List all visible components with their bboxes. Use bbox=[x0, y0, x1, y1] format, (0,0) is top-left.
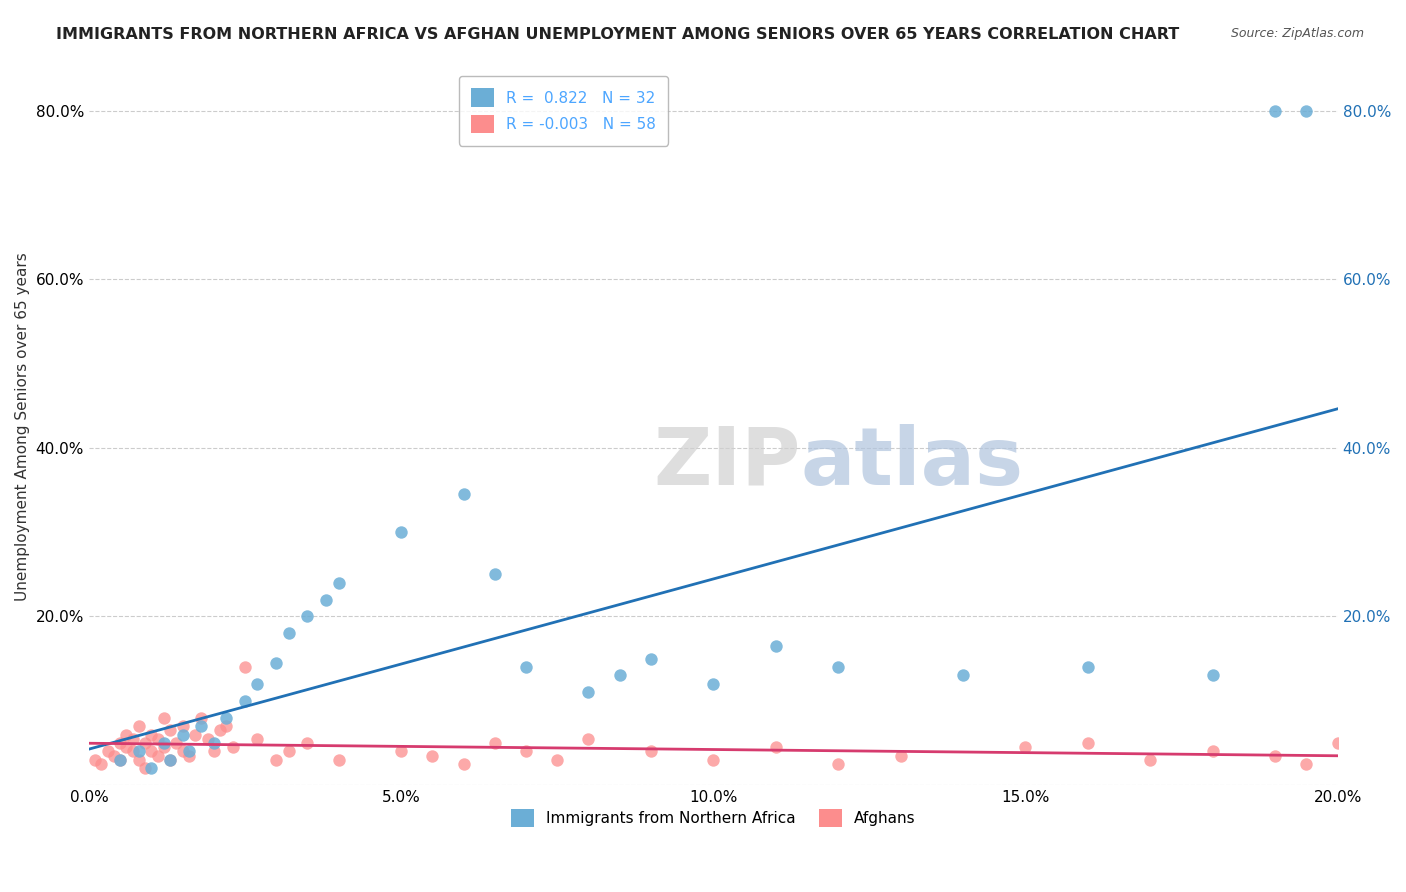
Point bbox=[1202, 744, 1225, 758]
Point bbox=[246, 677, 269, 691]
Point bbox=[1014, 740, 1036, 755]
Point bbox=[1326, 736, 1348, 750]
Point bbox=[827, 660, 849, 674]
Point bbox=[197, 731, 219, 746]
Point bbox=[389, 525, 412, 540]
Point bbox=[1202, 668, 1225, 682]
Point bbox=[277, 744, 299, 758]
Point bbox=[190, 719, 212, 733]
Point bbox=[165, 736, 187, 750]
Point bbox=[1264, 748, 1286, 763]
Point bbox=[640, 744, 662, 758]
Point bbox=[328, 753, 350, 767]
Point bbox=[215, 711, 238, 725]
Point bbox=[108, 736, 131, 750]
Point bbox=[115, 740, 138, 755]
Point bbox=[1295, 757, 1317, 772]
Point bbox=[177, 744, 200, 758]
Point bbox=[1264, 103, 1286, 118]
Point bbox=[576, 685, 599, 699]
Point bbox=[172, 744, 194, 758]
Point bbox=[297, 736, 319, 750]
Point bbox=[134, 736, 156, 750]
Point bbox=[515, 744, 537, 758]
Point bbox=[1295, 103, 1317, 118]
Point bbox=[184, 727, 207, 741]
Point bbox=[952, 668, 974, 682]
Point bbox=[128, 744, 150, 758]
Point bbox=[702, 753, 724, 767]
Point bbox=[202, 736, 225, 750]
Point bbox=[141, 744, 163, 758]
Point bbox=[702, 677, 724, 691]
Point bbox=[108, 753, 131, 767]
Point bbox=[609, 668, 631, 682]
Legend: Immigrants from Northern Africa, Afghans: Immigrants from Northern Africa, Afghans bbox=[503, 801, 924, 835]
Point bbox=[177, 748, 200, 763]
Point bbox=[97, 744, 120, 758]
Point bbox=[208, 723, 231, 738]
Point bbox=[453, 487, 475, 501]
Point bbox=[484, 567, 506, 582]
Point bbox=[215, 719, 238, 733]
Text: Source: ZipAtlas.com: Source: ZipAtlas.com bbox=[1230, 27, 1364, 40]
Point bbox=[420, 748, 443, 763]
Point bbox=[159, 753, 181, 767]
Point bbox=[90, 757, 112, 772]
Point bbox=[264, 656, 287, 670]
Point bbox=[246, 731, 269, 746]
Point bbox=[172, 727, 194, 741]
Point bbox=[84, 753, 107, 767]
Y-axis label: Unemployment Among Seniors over 65 years: Unemployment Among Seniors over 65 years bbox=[15, 252, 30, 601]
Point bbox=[233, 694, 256, 708]
Point bbox=[546, 753, 568, 767]
Point bbox=[141, 727, 163, 741]
Point bbox=[484, 736, 506, 750]
Point bbox=[1139, 753, 1161, 767]
Point bbox=[1077, 660, 1099, 674]
Point bbox=[233, 660, 256, 674]
Point bbox=[190, 711, 212, 725]
Point bbox=[202, 744, 225, 758]
Point bbox=[153, 736, 176, 750]
Point bbox=[264, 753, 287, 767]
Point bbox=[765, 740, 787, 755]
Point bbox=[515, 660, 537, 674]
Point bbox=[128, 753, 150, 767]
Point bbox=[297, 609, 319, 624]
Text: ZIP: ZIP bbox=[654, 424, 800, 501]
Text: atlas: atlas bbox=[800, 424, 1024, 501]
Point bbox=[328, 575, 350, 590]
Text: IMMIGRANTS FROM NORTHERN AFRICA VS AFGHAN UNEMPLOYMENT AMONG SENIORS OVER 65 YEA: IMMIGRANTS FROM NORTHERN AFRICA VS AFGHA… bbox=[56, 27, 1180, 42]
Point bbox=[159, 753, 181, 767]
Point bbox=[108, 753, 131, 767]
Point bbox=[576, 731, 599, 746]
Point bbox=[765, 639, 787, 653]
Point bbox=[146, 748, 169, 763]
Point bbox=[153, 711, 176, 725]
Point bbox=[159, 723, 181, 738]
Point bbox=[128, 719, 150, 733]
Point bbox=[172, 719, 194, 733]
Point bbox=[315, 592, 337, 607]
Point bbox=[146, 731, 169, 746]
Point bbox=[890, 748, 912, 763]
Point bbox=[277, 626, 299, 640]
Point bbox=[115, 727, 138, 741]
Point bbox=[153, 740, 176, 755]
Point bbox=[103, 748, 125, 763]
Point bbox=[1077, 736, 1099, 750]
Point bbox=[121, 744, 143, 758]
Point bbox=[827, 757, 849, 772]
Point bbox=[453, 757, 475, 772]
Point bbox=[121, 731, 143, 746]
Point bbox=[389, 744, 412, 758]
Point bbox=[221, 740, 243, 755]
Point bbox=[134, 761, 156, 775]
Point bbox=[640, 651, 662, 665]
Point bbox=[141, 761, 163, 775]
